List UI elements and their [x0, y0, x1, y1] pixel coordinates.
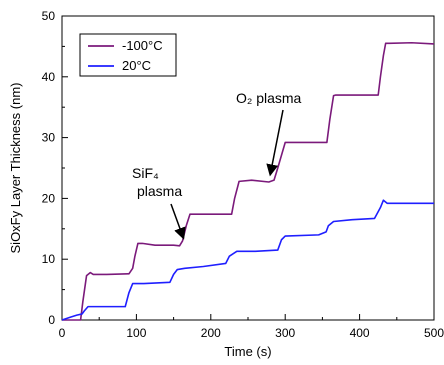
y-tick-label: 20 [42, 191, 56, 205]
annotation-sif4-arrow [170, 203, 186, 240]
series-line-1 [62, 41, 435, 321]
x-tick-label: 400 [350, 326, 370, 340]
annotation-o2-plasma: O₂ plasma [236, 90, 302, 106]
x-tick-label: 300 [275, 326, 295, 340]
y-tick-label: 10 [42, 252, 56, 266]
legend-box [79, 33, 177, 77]
series-line-2 [61, 199, 434, 321]
legend-label-series-2: 20°C [122, 58, 151, 73]
x-tick-label: 0 [59, 326, 66, 340]
annotations-layer: O₂ plasma SiF₄ plasma [132, 90, 302, 240]
annotation-o2-arrow [266, 109, 284, 177]
x-axis-title: Time (s) [224, 344, 271, 359]
y-axis-ticks: 0 10 20 30 40 50 [42, 9, 68, 327]
x-tick-label: 100 [126, 326, 146, 340]
y-tick-label: 40 [42, 70, 56, 84]
x-tick-label: 500 [424, 326, 444, 340]
x-tick-label: 200 [201, 326, 221, 340]
y-tick-label: 0 [48, 313, 55, 327]
y-tick-label: 50 [42, 9, 56, 23]
annotation-sif4-label: SiF₄ [132, 165, 159, 181]
y-axis-title: SiOxFy Layer Thickness (nm) [8, 83, 23, 254]
annotation-sif4-plasma-label: plasma [137, 183, 182, 199]
legend: -100°C 20°C [79, 33, 177, 77]
y-tick-label: 30 [42, 131, 56, 145]
x-axis-ticks: 0 100 200 300 400 500 [59, 314, 444, 340]
series-layer [61, 41, 435, 321]
legend-label-series-1: -100°C [122, 38, 163, 53]
